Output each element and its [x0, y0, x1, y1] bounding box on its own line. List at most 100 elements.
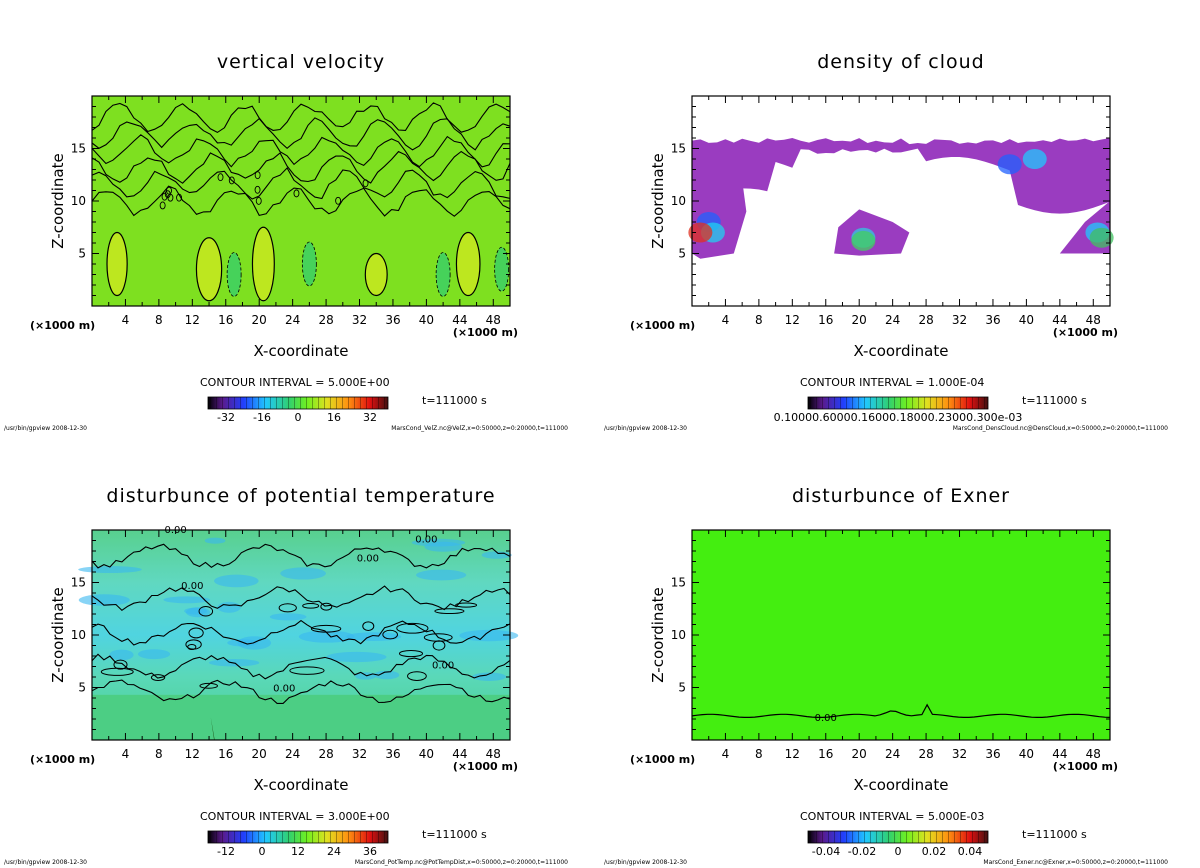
colorbar-tick-label: 16 — [327, 411, 341, 424]
x-unit-right: (×1000 m) — [453, 326, 518, 339]
contour-line — [91, 150, 511, 184]
x-tick-label: 32 — [352, 313, 367, 327]
contour-label: 0.00 — [357, 554, 379, 565]
contour-line — [434, 608, 465, 615]
updraft-region — [107, 232, 128, 296]
colorbar-tick-label: -16 — [253, 411, 271, 424]
panel-title: density of cloud — [817, 51, 985, 73]
field-background — [692, 530, 1110, 740]
y-tick-label: 5 — [78, 681, 86, 695]
x-tick-label: 16 — [218, 313, 233, 327]
updraft-region — [365, 253, 388, 296]
field-plot — [688, 96, 1114, 306]
contour-line — [226, 252, 242, 297]
updraft-region — [196, 237, 222, 301]
x-tick-label: 4 — [122, 747, 130, 761]
downdraft-region — [436, 252, 451, 297]
contour-line — [691, 703, 1111, 718]
contour-label: 0.00 — [432, 661, 454, 672]
contour-label: 0.00 — [273, 684, 295, 695]
field-plot: 0.000.000.000.000.000.00 — [78, 525, 519, 740]
x-tick-label: 40 — [419, 747, 434, 761]
contour-interval: CONTOUR INTERVAL = 5.000E-03 — [800, 810, 984, 823]
x-tick-label: 48 — [1086, 747, 1101, 761]
footer-left: /usr/bin/gpview 2008-12-30 — [604, 859, 687, 866]
x-unit-left: (×1000 m) — [30, 753, 95, 766]
contour-line — [455, 602, 478, 608]
x-axis-label: X-coordinate — [854, 342, 949, 360]
cold-region — [269, 613, 307, 621]
x-tick-label: 44 — [1052, 313, 1067, 327]
x-tick-label: 20 — [852, 313, 867, 327]
y-tick-label: 5 — [78, 247, 86, 261]
x-tick-label: 40 — [1019, 747, 1034, 761]
cold-region — [78, 594, 130, 606]
x-tick-label: 20 — [852, 747, 867, 761]
footer-right: MarsCond_Exner.nc@Exner,x=0:50000,z=0:20… — [983, 859, 1168, 866]
colorbar-tick-label: 0.02 — [922, 845, 947, 858]
cold-region — [214, 574, 259, 588]
contour-label: 0.00 — [815, 713, 837, 724]
colorbar-tick-label: 0.04 — [958, 845, 983, 858]
y-axis-label: Z-coordinate — [49, 587, 67, 682]
colorbar-tick-label: 0 — [295, 411, 302, 424]
colorbar-frame — [807, 830, 989, 844]
panel-3: disturbunce of potential temperature 0.00… — [4, 485, 568, 866]
x-tick-label: 28 — [318, 313, 333, 327]
x-tick-label: 40 — [1019, 313, 1034, 327]
x-tick-label: 48 — [1086, 313, 1101, 327]
colorbar-tick-label: 36 — [363, 845, 377, 858]
contour-line — [254, 171, 261, 180]
contour-line — [187, 643, 197, 651]
x-tick-label: 16 — [218, 747, 233, 761]
contour-line — [91, 585, 511, 612]
colorbar-frame — [207, 396, 389, 410]
y-axis-label: Z-coordinate — [649, 153, 667, 248]
footer-left: /usr/bin/gpview 2008-12-30 — [4, 425, 87, 432]
contour-line — [91, 134, 511, 168]
contour-line — [161, 192, 168, 201]
cold-region — [280, 567, 326, 580]
cold-region — [459, 629, 519, 642]
colorbar-tick-label: -0.02 — [848, 845, 876, 858]
downdraft-region — [227, 252, 242, 297]
contour-line — [302, 602, 320, 609]
contour-line — [91, 185, 511, 217]
cold-region — [472, 672, 507, 682]
colorbar-frame — [807, 396, 989, 410]
colorbar-tick-label: 0 — [895, 845, 902, 858]
x-tick-label: 44 — [1052, 747, 1067, 761]
x-tick-label: 12 — [785, 313, 800, 327]
contour-line — [398, 649, 424, 658]
x-tick-label: 4 — [722, 313, 730, 327]
cloud-core — [1022, 149, 1047, 169]
x-axis-label: X-coordinate — [254, 342, 349, 360]
contour-line — [91, 117, 511, 151]
colorbar-tick-label: 12 — [291, 845, 305, 858]
x-tick-label: 4 — [122, 313, 130, 327]
x-tick-label: 40 — [419, 313, 434, 327]
x-tick-label: 24 — [885, 313, 900, 327]
contour-line — [335, 196, 342, 205]
contour-line — [301, 241, 317, 287]
x-tick-label: 28 — [318, 747, 333, 761]
time-label: t=111000 s — [1022, 828, 1087, 841]
x-unit-left: (×1000 m) — [30, 319, 95, 332]
y-tick-label: 10 — [671, 628, 686, 642]
x-unit-right: (×1000 m) — [1053, 760, 1118, 773]
contour-label: 0.00 — [181, 581, 203, 592]
x-tick-label: 36 — [385, 313, 400, 327]
colorbar-levels — [808, 831, 988, 843]
contour-line — [188, 627, 204, 639]
x-tick-label: 32 — [352, 747, 367, 761]
contour-line — [494, 246, 510, 292]
updraft-region — [252, 227, 275, 301]
contour-line — [91, 543, 511, 569]
downdraft-region — [494, 247, 509, 292]
colorbar-levels — [208, 831, 388, 843]
contour-line — [113, 659, 128, 670]
contour-line — [106, 231, 128, 297]
y-tick-label: 10 — [71, 194, 86, 208]
contour-line — [91, 653, 511, 680]
